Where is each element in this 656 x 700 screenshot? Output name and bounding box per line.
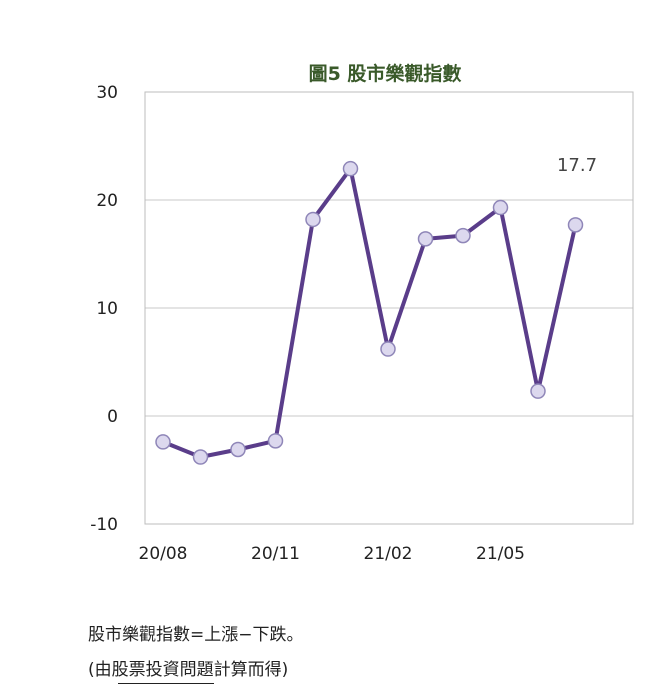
data-point	[155, 434, 171, 450]
note-definition: 股市樂觀指數=上漲−下跌。	[88, 625, 304, 645]
y-tick-label: 0	[107, 407, 118, 427]
line-chart: 圖5 股市樂觀指數 30 20 10 0 -10 20/08 20/11 21/02 21/0…	[90, 62, 634, 564]
data-point	[305, 211, 321, 228]
y-tick-label: 30	[96, 83, 118, 103]
series-line	[161, 166, 578, 459]
last-value-annotation: 17.7	[557, 155, 597, 176]
plot-frame	[144, 91, 634, 525]
x-tick-label: 21/05	[476, 544, 525, 564]
data-point	[567, 217, 584, 233]
x-axis: 20/08 20/11 21/02 21/05	[139, 544, 526, 564]
data-point	[342, 160, 359, 177]
y-tick-label: 20	[96, 191, 118, 211]
data-point	[267, 433, 284, 449]
data-point	[380, 341, 396, 357]
data-point	[192, 449, 209, 465]
x-tick-label: 20/11	[251, 544, 300, 564]
data-point	[230, 441, 246, 458]
y-tick-label: -10	[90, 515, 118, 535]
y-tick-label: 10	[96, 299, 118, 319]
data-point	[530, 383, 546, 399]
chart-title: 圖5 股市樂觀指數	[309, 62, 462, 85]
data-point	[455, 227, 471, 244]
y-axis: 30 20 10 0 -10	[90, 83, 118, 535]
note-underline	[118, 683, 214, 684]
grid-lines	[145, 199, 633, 417]
x-tick-label: 20/08	[139, 544, 188, 564]
data-point	[417, 231, 434, 247]
data-point	[492, 199, 509, 216]
note-source: (由股票投資問題計算而得)	[88, 660, 289, 680]
data-points	[155, 160, 584, 465]
x-tick-label: 21/02	[364, 544, 413, 564]
